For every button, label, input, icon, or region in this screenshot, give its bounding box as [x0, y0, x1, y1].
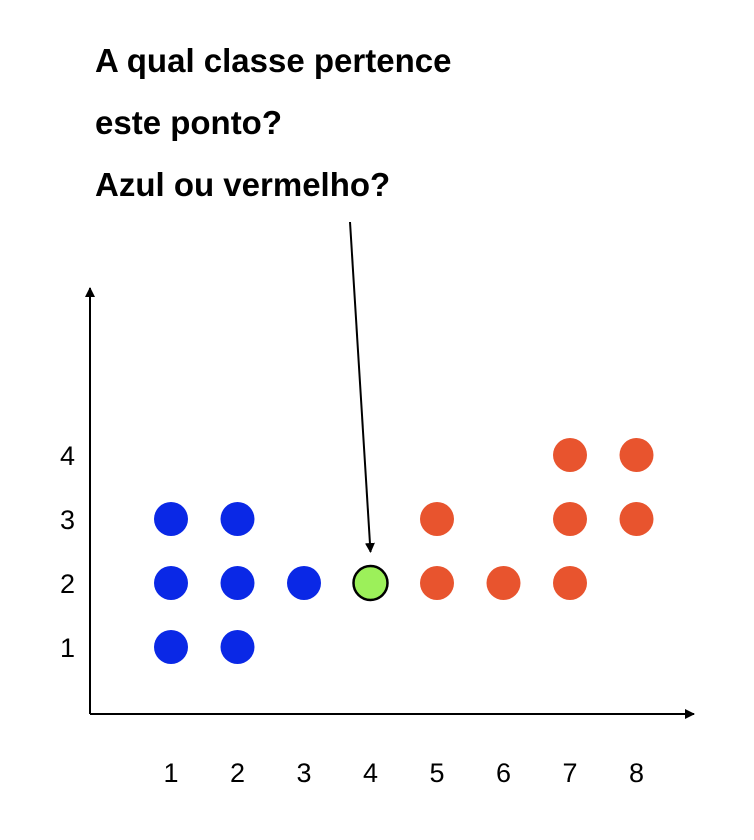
data-point: [154, 630, 188, 664]
data-point: [619, 438, 654, 472]
y-tick-label: 3: [60, 505, 75, 535]
x-tick-label: 8: [629, 758, 644, 788]
x-tick-label: 6: [496, 758, 511, 788]
data-point: [220, 502, 255, 536]
question-line: este ponto?: [95, 104, 282, 141]
data-point: [553, 566, 587, 600]
tick-labels: 1 2 3 4 5 6 7 8 1 2 3 4: [60, 441, 644, 788]
data-point: [287, 566, 321, 600]
x-tick-label: 1: [163, 758, 178, 788]
data-point: [486, 566, 521, 600]
query-point: [352, 564, 389, 602]
data-point: [220, 630, 255, 664]
x-tick-label: 2: [230, 758, 245, 788]
data-point: [619, 502, 654, 536]
data-point: [553, 438, 587, 472]
axes: [85, 287, 695, 719]
question-line: A qual classe pertence: [95, 42, 452, 79]
question-line: Azul ou vermelho?: [95, 166, 391, 203]
y-tick-label: 2: [60, 569, 75, 599]
annotation: [349, 221, 375, 553]
data-point: [420, 566, 454, 600]
question-text: A qual classe pertence este ponto? Azul …: [95, 30, 715, 216]
data-point: [154, 502, 188, 536]
data-point: [220, 566, 255, 600]
annotation-arrow: [349, 221, 375, 553]
x-tick-label: 5: [429, 758, 444, 788]
x-tick-label: 4: [363, 758, 378, 788]
x-tick-label: 7: [562, 758, 577, 788]
data-point: [420, 502, 454, 536]
y-tick-label: 4: [60, 441, 75, 471]
x-tick-label: 3: [296, 758, 311, 788]
y-tick-label: 1: [60, 633, 75, 663]
data-points: [154, 438, 654, 664]
data-point: [154, 566, 188, 600]
data-point: [553, 502, 587, 536]
